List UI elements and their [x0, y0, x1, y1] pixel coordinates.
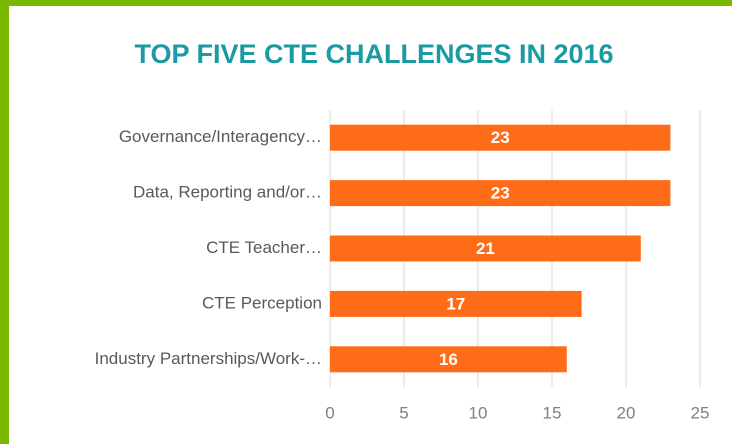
bar: [330, 235, 641, 262]
x-tick-label: 5: [399, 403, 408, 422]
x-tick-label: 0: [325, 403, 334, 422]
bar: [330, 180, 671, 207]
data-label: 21: [476, 239, 495, 258]
chart-title: TOP FIVE CTE CHALLENGES IN 2016: [134, 39, 613, 69]
y-tick-label: Data, Reporting and/or…: [133, 183, 322, 202]
bar: [330, 346, 567, 373]
data-label: 16: [439, 350, 458, 369]
y-tick-label: CTE Perception: [202, 293, 322, 312]
data-label: 17: [446, 294, 465, 313]
bar: [330, 124, 671, 151]
x-tick-label: 25: [691, 403, 710, 422]
y-tick-label: Governance/Interagency…: [119, 127, 322, 146]
top-border: [0, 0, 732, 6]
x-tick-label: 10: [469, 403, 488, 422]
y-tick-label: Industry Partnerships/Work-…: [95, 349, 322, 368]
bar: [330, 290, 582, 317]
y-tick-label: CTE Teacher…: [206, 238, 322, 257]
data-label: 23: [491, 184, 510, 203]
x-tick-label: 15: [543, 403, 562, 422]
left-border: [0, 0, 9, 444]
data-label: 23: [491, 128, 510, 147]
x-tick-label: 20: [617, 403, 636, 422]
